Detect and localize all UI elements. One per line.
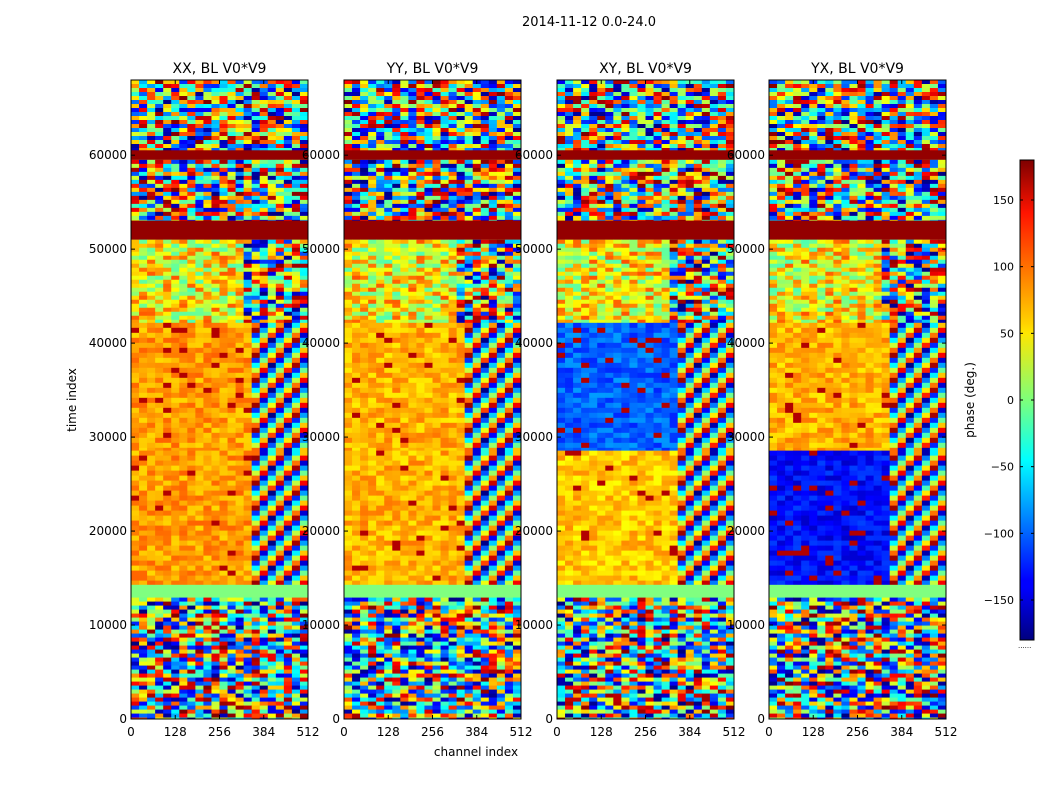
y-tick-label: 40000	[727, 336, 765, 350]
colorbar-label: phase (deg.)	[963, 362, 977, 438]
y-tick-label: 60000	[515, 148, 553, 162]
y-tick-label: 0	[757, 712, 765, 726]
x-tick-label: 384	[890, 725, 913, 739]
heatmap-image	[344, 80, 522, 720]
heatmap-panel: YX, BL V0*V9 0 128 256 384 512 0 10000 20000 3000…	[727, 61, 958, 739]
y-tick-label: 60000	[302, 148, 340, 162]
y-tick-label: 60000	[89, 148, 127, 162]
heatmap-image	[557, 80, 735, 720]
y-tick-label: 20000	[515, 524, 553, 538]
y-tick-label: 30000	[302, 430, 340, 444]
x-tick-label: 128	[802, 725, 825, 739]
panel-title: YY, BL V0*V9	[386, 61, 479, 77]
x-tick-label: 256	[208, 725, 231, 739]
x-tick-label: 0	[127, 725, 135, 739]
y-axis-label: time index	[65, 368, 79, 432]
x-tick-label: 128	[590, 725, 613, 739]
figure-suptitle: 2014-11-12 0.0-24.0	[522, 15, 656, 30]
y-tick-label: 40000	[515, 336, 553, 350]
colorbar-ticks: 150 100 50 0 −50 −100 −150	[984, 194, 1034, 607]
y-tick-label: 10000	[302, 618, 340, 632]
y-tick-label: 10000	[515, 618, 553, 632]
heatmap-panels: XX, BL V0*V9 0 128 256 384 512 0 10000 20000 3000…	[89, 61, 958, 739]
x-tick-label: 384	[252, 725, 275, 739]
y-tick-label: 20000	[302, 524, 340, 538]
x-tick-label: 0	[340, 725, 348, 739]
colorbar: 150 100 50 0 −50 −100 −150 ...... phase (deg.)	[963, 159, 1035, 650]
y-tick-label: 30000	[727, 430, 765, 444]
y-tick-label: 50000	[515, 242, 553, 256]
heatmap-panel: XX, BL V0*V9 0 128 256 384 512 0 10000 20000 3000…	[89, 61, 320, 739]
panel-title: XX, BL V0*V9	[173, 61, 267, 77]
y-tick-label: 10000	[727, 618, 765, 632]
panel-title: YX, BL V0*V9	[810, 61, 904, 77]
y-tick-label: 50000	[727, 242, 765, 256]
x-tick-label: 384	[678, 725, 701, 739]
y-tick-label: 40000	[302, 336, 340, 350]
heatmap-image	[769, 80, 947, 720]
y-tick-label: 20000	[727, 524, 765, 538]
colorbar-tick-label: 150	[993, 194, 1014, 207]
colorbar-tick-label: 0	[1007, 394, 1014, 407]
colorbar-tick-label: −150	[984, 594, 1014, 607]
y-tick-label: 50000	[302, 242, 340, 256]
x-tick-label: 128	[377, 725, 400, 739]
x-tick-label: 256	[421, 725, 444, 739]
colorbar-tick-label: 100	[993, 261, 1014, 274]
heatmap-image	[131, 80, 309, 720]
colorbar-tick-label: 50	[1000, 327, 1014, 340]
x-tick-label: 512	[935, 725, 958, 739]
x-tick-label: 0	[765, 725, 773, 739]
y-tick-label: 0	[119, 712, 127, 726]
x-tick-label: 512	[723, 725, 746, 739]
y-tick-label: 30000	[89, 430, 127, 444]
panel-title: XY, BL V0*V9	[599, 61, 692, 77]
x-tick-label: 256	[634, 725, 657, 739]
colorbar-tick-label: −100	[984, 527, 1014, 540]
x-tick-label: 256	[846, 725, 869, 739]
y-tick-label: 50000	[89, 242, 127, 256]
colorbar-tick-label: −50	[991, 461, 1014, 474]
x-tick-label: 512	[297, 725, 320, 739]
x-tick-label: 512	[510, 725, 533, 739]
y-tick-label: 30000	[515, 430, 553, 444]
y-tick-label: 40000	[89, 336, 127, 350]
x-tick-label: 128	[164, 725, 187, 739]
heatmap-panel: XY, BL V0*V9 0 128 256 384 512 0 10000 20000 3000…	[515, 61, 746, 739]
y-tick-label: 0	[545, 712, 553, 726]
x-axis-label: channel index	[434, 745, 518, 759]
y-tick-label: 20000	[89, 524, 127, 538]
y-tick-label: 60000	[727, 148, 765, 162]
y-tick-label: 10000	[89, 618, 127, 632]
heatmap-panel: YY, BL V0*V9 0 128 256 384 512 0 10000 20000 3000…	[302, 61, 533, 739]
x-tick-label: 0	[553, 725, 561, 739]
colorbar-offset-text: ......	[1018, 642, 1031, 650]
y-tick-label: 0	[332, 712, 340, 726]
x-tick-label: 384	[465, 725, 488, 739]
